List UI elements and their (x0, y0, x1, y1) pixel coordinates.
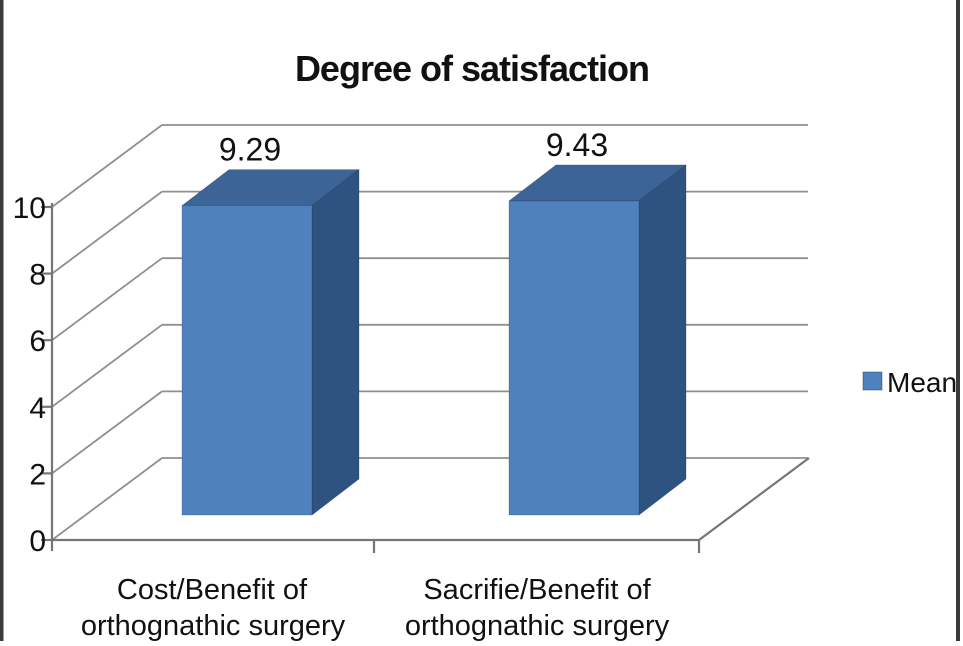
value-labels-layer: 9.29 9.43 (219, 127, 608, 168)
y-axis-label: 10 (13, 192, 46, 225)
gridline-wall-diagonal (51, 457, 163, 541)
category-1-label-line-2: orthognathic surgery (81, 610, 346, 641)
gridline-wall-diagonal (51, 124, 163, 208)
figure-border-left (0, 0, 4, 641)
bar-value-label: 9.29 (219, 132, 281, 168)
y-axis-label: 0 (29, 525, 46, 558)
bar-side-face (311, 169, 360, 516)
bar-front-face (508, 200, 640, 516)
bars-layer (181, 164, 687, 516)
bar-front-face (181, 205, 313, 516)
legend: Mean (862, 367, 957, 398)
category-1-label-line-1: Cost/Benefit of (117, 574, 308, 606)
y-axis-label: 4 (29, 392, 46, 425)
gridline-wall-diagonal (51, 324, 163, 408)
y-axis-label: 2 (29, 458, 46, 491)
category-2-label-line-1: Sacrifie/Benefit of (423, 574, 651, 606)
gridline-wall-diagonal (51, 190, 163, 275)
legend-label: Mean (887, 367, 957, 398)
bar-value-label: 9.43 (546, 127, 608, 163)
axes-layer (41, 203, 810, 553)
bar-side-face (638, 164, 687, 516)
y-axis-label: 8 (29, 259, 46, 292)
x-axis-category-labels: Cost/Benefit of orthognathic surgery Sac… (81, 574, 670, 642)
figure-border-right (956, 0, 960, 641)
category-2-label-line-2: orthognathic surgery (405, 610, 670, 641)
gridline-wall-diagonal (51, 257, 163, 341)
y-axis-tick-labels: 0 2 4 6 8 10 (13, 192, 46, 558)
chart-title: Degree of satisfaction (295, 48, 649, 89)
y-axis-label: 6 (29, 325, 46, 358)
legend-swatch (862, 371, 883, 391)
floor-right-edge (698, 457, 810, 541)
gridline-wall-diagonal (51, 390, 163, 475)
